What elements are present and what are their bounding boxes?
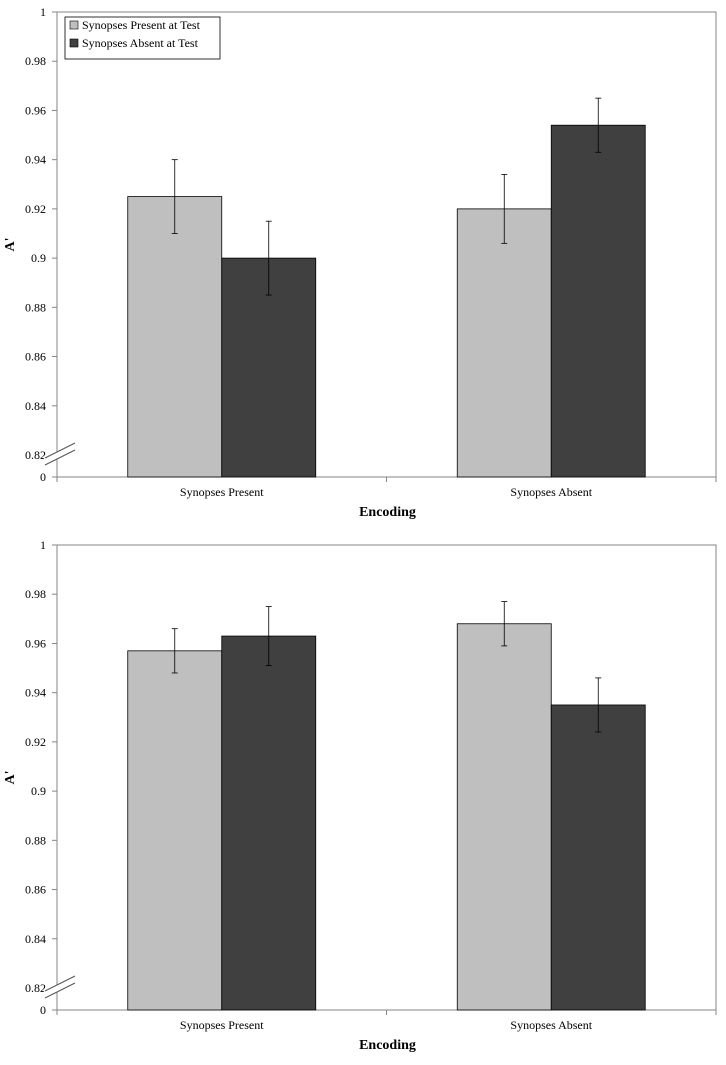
- top-bar-chart: 0 0.82 0.84 0.86 0.88 0.9 0.92 0.94 0.96 0.98 1 Syn…: [0, 0, 726, 532]
- chart-1-legend: Synopses Present at Test Synopses Absent …: [64, 16, 221, 60]
- chart-2-y-tick-label: 0.98: [25, 587, 46, 601]
- chart-1-y-tick-label: 0.96: [25, 103, 46, 117]
- chart-1-legend-label: Synopses Absent at Test: [82, 36, 199, 50]
- bottom-bar-chart: 0 0.82 0.84 0.86 0.88 0.9 0.92 0.94 0.96 0.98 1 Syn…: [0, 533, 726, 1065]
- chart-2-bar-1-2: [456, 623, 552, 1011]
- chart-2-x-axis-label: Encoding: [359, 1038, 416, 1053]
- chart-2-y-tick-label: 0.94: [25, 686, 46, 700]
- chart-1-y-axis-label: A': [3, 238, 18, 252]
- chart-1-x-axis-label: Encoding: [359, 505, 416, 520]
- chart-2-error-bar-2-1: [265, 606, 272, 666]
- chart-2-y-tick-label: 0.86: [25, 883, 46, 897]
- chart-1-bar-1-2: [456, 208, 552, 478]
- chart-2-y-tick-label: 0.96: [25, 636, 46, 650]
- chart-2-error-bar-2-2: [595, 677, 602, 733]
- chart-1-y-tick-label: 0.9: [31, 251, 46, 265]
- chart-2-y-tick-label: 0: [40, 1003, 46, 1017]
- chart-1-axis-break: [43, 442, 77, 466]
- chart-2-bar-2-1: [221, 635, 317, 1011]
- chart-1-x-tick-label: Synopses Absent: [510, 485, 592, 499]
- chart-2-y-tick-label: 0.88: [25, 833, 46, 847]
- chart-2-axis-break: [43, 975, 77, 999]
- chart-2-y-tick-label: 0.84: [25, 932, 46, 946]
- chart-1-x-tick-label: Synopses Present: [180, 485, 264, 499]
- chart-1-y-tick-label: 1: [40, 5, 46, 19]
- chart-1-legend-label: Synopses Present at Test: [82, 18, 201, 32]
- chart-1-y-tick-label: 0.98: [25, 54, 46, 68]
- chart-2-y-tick-label: 0.9: [31, 784, 46, 798]
- chart-2-y-tick-label: 1: [40, 538, 46, 552]
- chart-1-bar-2-2: [550, 124, 646, 478]
- chart-1-y-tick-label: 0.94: [25, 153, 46, 167]
- chart-1-error-bar-2-2: [595, 97, 602, 153]
- chart-2-x-tick-label: Synopses Present: [180, 1018, 264, 1032]
- chart-1-legend-swatch: [69, 38, 79, 48]
- chart-2-error-bar-1-1: [171, 628, 178, 674]
- chart-1-y-tick-label: 0.88: [25, 300, 46, 314]
- chart-1-error-bar-2-1: [265, 220, 272, 296]
- chart-2-error-bar-1-2: [501, 601, 508, 647]
- chart-1-y-tick-label: 0.92: [25, 202, 46, 216]
- chart-1-error-bar-1-1: [171, 159, 178, 234]
- chart-1-bar-1-1: [127, 196, 223, 478]
- chart-1-y-tick-label: 0: [40, 470, 46, 484]
- bottom-chart-svg: 0 0.82 0.84 0.86 0.88 0.9 0.92 0.94 0.96 0.98 1 Syn…: [3, 538, 717, 1053]
- chart-1-y-tick-label: 0.84: [25, 399, 46, 413]
- chart-1-y-tick-label: 0.82: [25, 448, 46, 462]
- chart-2-y-axis-label: A': [3, 771, 18, 785]
- chart-1-error-bar-1-2: [501, 174, 508, 244]
- chart-1-legend-swatch: [69, 20, 79, 30]
- chart-2-bar-1-1: [127, 650, 223, 1011]
- chart-2-x-tick-label: Synopses Absent: [510, 1018, 592, 1032]
- chart-2-y-tick-label: 0.92: [25, 735, 46, 749]
- top-chart-svg: 0 0.82 0.84 0.86 0.88 0.9 0.92 0.94 0.96 0.98 1 Syn…: [3, 5, 717, 520]
- chart-2-y-tick-label: 0.82: [25, 981, 46, 995]
- chart-2-bar-2-2: [550, 704, 646, 1011]
- chart-1-y-tick-label: 0.86: [25, 350, 46, 364]
